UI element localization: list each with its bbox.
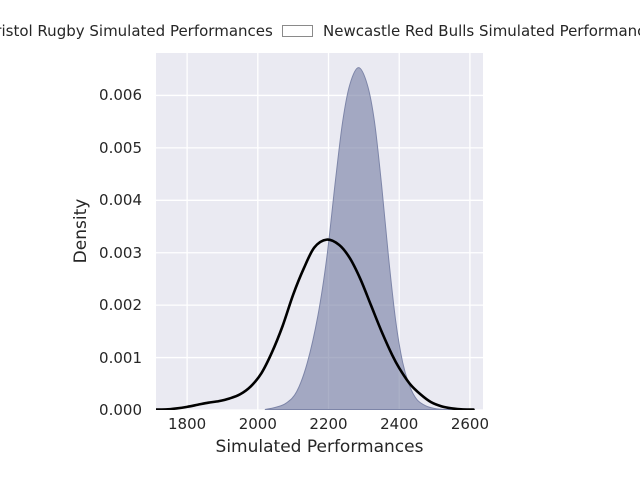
legend-swatch-newcastle	[282, 25, 313, 37]
legend-label-newcastle: Newcastle Red Bulls Simulated Performanc…	[323, 22, 640, 40]
legend-item-bristol: Bristol Rugby Simulated Performances	[0, 21, 282, 41]
density-line-newcastle	[156, 238, 475, 410]
y-axis-label: Density	[71, 198, 91, 264]
y-tick-label: 0.000	[99, 401, 142, 419]
y-tick-label: 0.006	[99, 86, 142, 105]
x-tick-label: 2400	[380, 415, 419, 433]
density-area-bristol	[264, 67, 456, 410]
plot-area	[156, 53, 483, 410]
x-tick-label: 2200	[309, 415, 348, 433]
density-chart	[156, 53, 483, 410]
y-tick-label: 0.002	[99, 296, 142, 315]
legend-label-bristol: Bristol Rugby Simulated Performances	[0, 22, 273, 40]
y-tick-label: 0.005	[99, 138, 142, 157]
x-axis-label: Simulated Performances	[215, 437, 424, 457]
y-tick-label: 0.001	[99, 348, 142, 367]
y-tick-label: 0.003	[99, 243, 142, 262]
y-tick-label: 0.004	[99, 191, 142, 210]
legend: Bristol Rugby Simulated Performances New…	[0, 21, 640, 41]
x-tick-label: 1800	[168, 415, 207, 433]
legend-item-newcastle: Newcastle Red Bulls Simulated Performanc…	[282, 21, 640, 41]
x-tick-label: 2600	[450, 415, 489, 433]
x-tick-label: 2000	[238, 415, 277, 433]
